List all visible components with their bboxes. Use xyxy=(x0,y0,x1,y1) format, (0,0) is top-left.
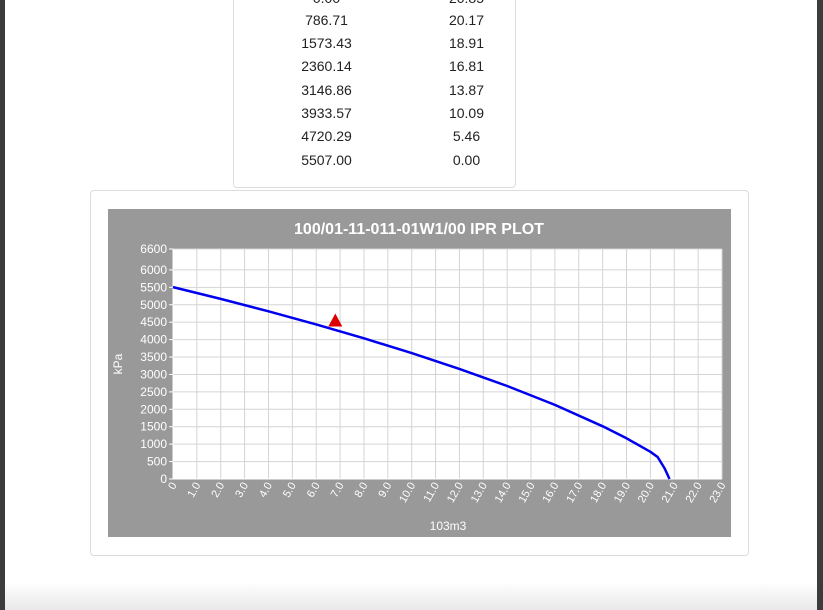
operating-point-marker xyxy=(328,313,343,327)
y-tick-label: 6000 xyxy=(140,263,167,277)
pressure-cell: 3146.86 xyxy=(301,82,352,98)
pressure-cell: 5507.00 xyxy=(301,152,352,168)
series-layer xyxy=(172,285,671,480)
rate-cell: 0.00 xyxy=(452,152,481,168)
marker-layer xyxy=(328,313,343,327)
rate-cell: 13.87 xyxy=(448,82,485,98)
table-row: 0.00 20.85 xyxy=(234,0,517,8)
table-row: 2360.14 16.81 xyxy=(234,56,517,76)
rate-cell: 18.91 xyxy=(448,35,485,51)
y-tick-label: 0 xyxy=(160,472,167,486)
y-tick-label: 3500 xyxy=(140,350,167,364)
ipr-plot: 100/01-11-011-01W1/00 IPR PLOT 0 1.0 2.0 3.… xyxy=(108,209,731,537)
rate-cell: 16.81 xyxy=(448,58,485,74)
ipr-curve xyxy=(172,285,671,480)
y-tick-label: 1000 xyxy=(140,437,167,451)
y-tick-label: 1500 xyxy=(140,420,167,434)
window-left-edge xyxy=(0,0,5,610)
y-tick-label: 4500 xyxy=(140,315,167,329)
pressure-cell: 786.71 xyxy=(305,12,348,28)
y-tick-label: 4000 xyxy=(140,333,167,347)
rate-cell: 20.17 xyxy=(448,12,485,28)
rate-cell: 5.46 xyxy=(452,128,481,144)
y-tick-label: 5000 xyxy=(140,298,167,312)
window-right-edge xyxy=(817,0,823,610)
pressure-cell: 1573.43 xyxy=(301,35,352,51)
table-row: 3146.86 13.87 xyxy=(234,80,517,100)
y-tick-label: 5500 xyxy=(140,280,167,294)
y-tick-label: 500 xyxy=(147,455,167,469)
y-axis-label: kPa xyxy=(111,353,125,374)
y-tick-label: 6600 xyxy=(140,242,167,256)
table-row: 3933.57 10.09 xyxy=(234,103,517,123)
table-row: 4720.29 5.46 xyxy=(234,126,517,146)
x-axis-label: 103m3 xyxy=(430,519,467,533)
ipr-table-card: 0.00 20.85 786.71 20.17 1573.43 18.91 23… xyxy=(233,0,516,188)
pressure-cell: 2360.14 xyxy=(301,58,352,74)
rate-cell: 20.85 xyxy=(414,0,519,8)
bottom-shade xyxy=(5,582,817,610)
table-row: 5507.00 0.00 xyxy=(234,150,517,170)
pressure-cell: 3933.57 xyxy=(301,105,352,121)
rate-cell: 10.09 xyxy=(448,105,485,121)
table-row: 1573.43 18.91 xyxy=(234,33,517,53)
y-tick-label: 2000 xyxy=(140,402,167,416)
y-tick-label: 3000 xyxy=(140,367,167,381)
x-tick-label: 0 xyxy=(166,481,179,492)
y-tick-label: 2500 xyxy=(140,385,167,399)
pressure-cell: 0.00 xyxy=(274,0,379,8)
chart-title: 100/01-11-011-01W1/00 IPR PLOT xyxy=(294,221,544,238)
pressure-cell: 4720.29 xyxy=(301,128,352,144)
table-row: 786.71 20.17 xyxy=(234,10,517,30)
